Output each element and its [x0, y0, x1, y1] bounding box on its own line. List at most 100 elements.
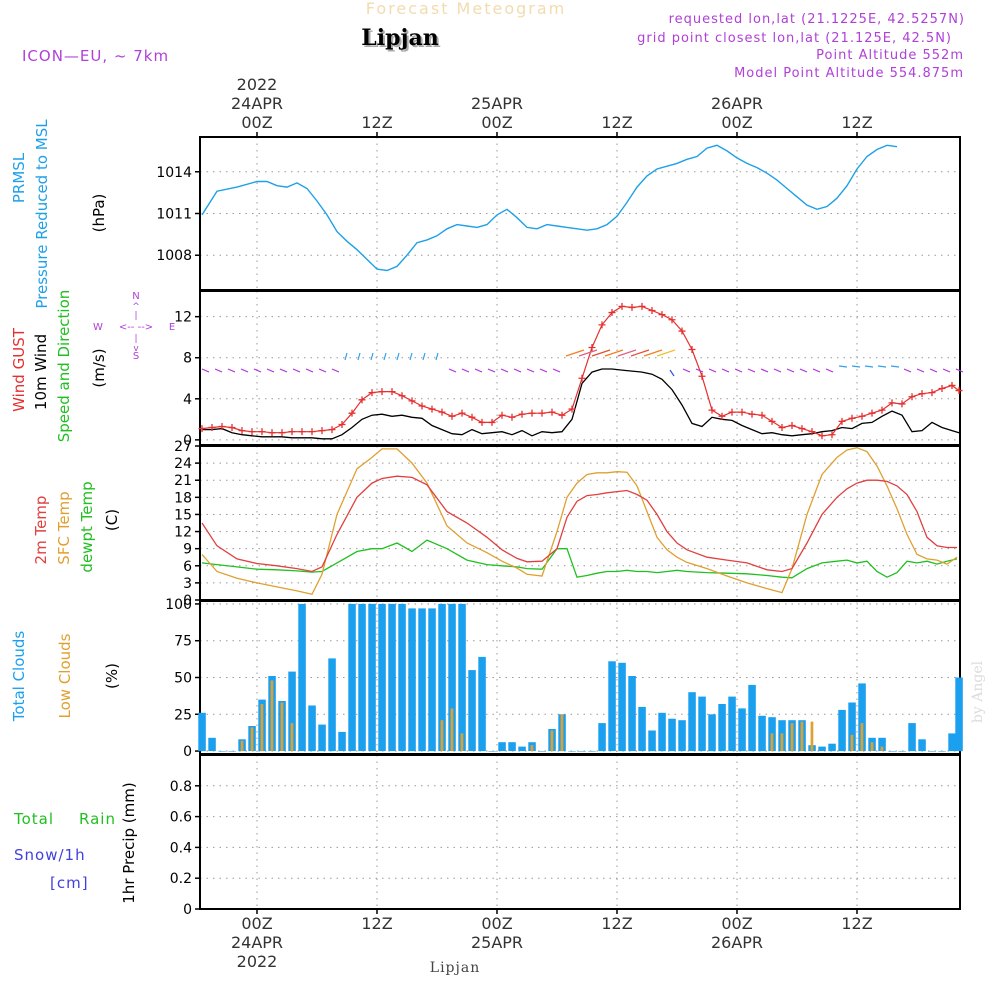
ytick-label: 100 — [165, 597, 192, 613]
total-clouds-bar — [678, 720, 686, 752]
time-label: 24APR — [231, 94, 283, 113]
gust-marker — [208, 424, 216, 432]
ytick-label: 9 — [183, 542, 192, 558]
gust-marker — [588, 343, 596, 351]
sfc-temp-line — [201, 447, 958, 596]
gust-marker — [518, 410, 526, 418]
wind-arrow — [708, 368, 717, 373]
ytick-label: 25 — [174, 707, 192, 723]
svg-text:^: ^ — [132, 302, 140, 312]
total-clouds-bar — [458, 603, 466, 751]
2m-temp-line — [201, 475, 957, 573]
total-clouds-bar — [928, 751, 936, 752]
wind-arrow — [500, 368, 509, 373]
label-low-clouds: Low Clouds — [56, 633, 74, 718]
svg-text:<-- -->: <-- --> — [119, 322, 153, 333]
label-cm: [cm] — [50, 874, 89, 892]
gust-marker — [848, 414, 856, 422]
ytick-label: 18 — [174, 490, 192, 506]
svg-text:|: | — [134, 311, 137, 321]
location-title-shadow: Lipjan — [363, 27, 440, 53]
svg-text:v: v — [133, 344, 139, 354]
low-clouds-bar — [800, 721, 804, 751]
info-line-requested: requested lon,lat (21.1225E, 42.5257N) — [669, 12, 965, 27]
gust-marker — [878, 406, 886, 414]
wind-arrow — [565, 349, 585, 357]
time-label: 12Z — [361, 113, 392, 132]
wind-arrow — [513, 368, 522, 373]
gust-marker — [928, 389, 936, 397]
pressure-line — [201, 144, 898, 272]
total-clouds-bar — [358, 603, 366, 751]
total-clouds-bar — [418, 608, 426, 752]
total-clouds-bar — [838, 709, 846, 752]
ytick-label: 24 — [174, 456, 192, 472]
total-clouds-bar — [628, 676, 636, 751]
gust-marker — [688, 346, 696, 354]
wind-arrow — [383, 352, 387, 361]
total-clouds-bar — [955, 677, 963, 752]
panel-frame — [199, 136, 961, 291]
panel-frame — [199, 754, 961, 910]
wind-arrow — [656, 349, 676, 357]
wind-direction-arrows — [201, 349, 964, 377]
wind-arrow — [253, 368, 262, 373]
wind-arrow — [461, 368, 470, 373]
time-label: 2022 — [237, 952, 278, 971]
total-clouds-bar — [198, 712, 206, 752]
gust-marker — [258, 428, 266, 436]
panel-wind: 0 4 8 12 — [174, 290, 964, 449]
gust-marker — [738, 408, 746, 416]
ytick-label: 0.4 — [170, 840, 192, 856]
gust-marker — [568, 405, 576, 413]
credit-watermark: by Angel — [970, 660, 986, 723]
gust-marker — [238, 427, 246, 435]
total-clouds-bar — [538, 751, 546, 752]
panel-precip: 0 0.2 0.4 0.6 0.8 — [170, 754, 961, 918]
wind-arrow — [240, 368, 249, 373]
low-clouds-bar — [870, 742, 874, 751]
gust-marker — [448, 412, 456, 420]
gust-marker — [268, 429, 276, 437]
gust-marker — [508, 413, 516, 421]
model-label: ICON—EU, ~ 7km — [22, 47, 169, 65]
panels: 1008101110140481203691215182124270255075… — [156, 136, 964, 918]
product-title: Forecast Meteogram — [366, 0, 566, 18]
gust-marker — [948, 381, 956, 389]
total-clouds-bar — [708, 714, 716, 752]
total-clouds-bar — [748, 684, 756, 752]
low-clouds-bar — [880, 746, 884, 751]
panel-clouds: 0 25 50 75 100 — [165, 597, 963, 760]
wind-arrow — [370, 352, 374, 361]
wind-arrow — [487, 368, 496, 373]
wind-arrow — [292, 368, 301, 373]
wind-line — [202, 368, 960, 440]
wind-arrow — [227, 368, 236, 373]
wind-arrow — [760, 368, 769, 373]
low-clouds-bar — [550, 730, 554, 752]
ytick-label: 12 — [174, 310, 192, 326]
wind-arrow — [214, 368, 223, 373]
gust-marker — [228, 424, 236, 432]
wind-arrow — [617, 349, 637, 357]
ytick-label: 6 — [183, 559, 192, 575]
wind-arrow — [812, 368, 821, 373]
total-clouds-bar — [898, 751, 906, 752]
gust-marker — [955, 387, 963, 395]
total-clouds-bar — [378, 603, 386, 751]
gust-marker — [458, 409, 466, 417]
gust-marker — [918, 390, 926, 398]
total-clouds-bar — [298, 603, 306, 751]
wind-arrow — [279, 368, 288, 373]
gust-marker — [528, 409, 536, 417]
label-wind-gust: Wind GUST — [10, 327, 28, 412]
wind-arrow — [890, 365, 900, 368]
gust-marker — [578, 374, 586, 382]
time-label: 12Z — [841, 113, 872, 132]
ytick-label: 0 — [183, 433, 192, 449]
time-label: 12Z — [361, 914, 392, 933]
wind-arrow — [695, 368, 704, 373]
gust-marker — [638, 302, 646, 310]
label-total: Total — [13, 810, 54, 828]
ytick-label: 3 — [183, 576, 192, 592]
